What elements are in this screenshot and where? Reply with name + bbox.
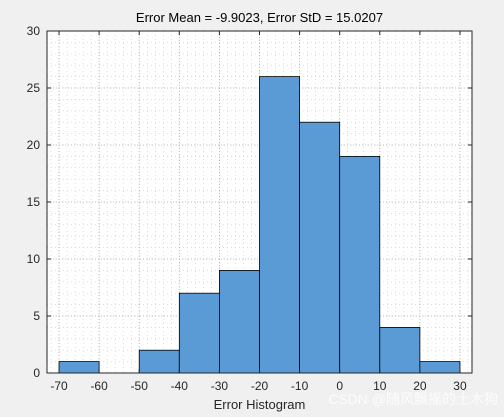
x-tick-label: -10 — [291, 379, 309, 393]
y-tick-label: 15 — [27, 195, 41, 209]
histogram-bar — [138, 349, 180, 374]
histogram-bar — [299, 121, 341, 374]
histogram-bar — [259, 76, 300, 374]
x-tick-label: 20 — [413, 379, 427, 393]
histogram-bar — [58, 361, 100, 374]
x-tick-label: -60 — [90, 379, 108, 393]
x-tick-label: -30 — [211, 379, 229, 393]
y-tick-label: 25 — [27, 81, 41, 95]
x-tick-label: -50 — [131, 379, 149, 393]
chart-title: Error Mean = -9.9023, Error StD = 15.020… — [136, 10, 383, 25]
y-tick-label: 5 — [33, 309, 40, 323]
histogram-bar — [178, 292, 220, 374]
y-tick-label: 0 — [33, 366, 40, 380]
watermark-text: CSDN @随风飘摇的土木狗 — [328, 391, 498, 407]
x-axis-label: Error Histogram — [214, 397, 306, 412]
y-tick-label: 30 — [27, 24, 41, 38]
bars — [58, 76, 461, 374]
axis-ticks: -70 -60 -50 -40 -30 -20 -10 0 10 20 30 0 5 10 15 20 25 30 — [27, 24, 472, 393]
histogram-bar — [419, 361, 461, 374]
x-tick-label: 10 — [373, 379, 387, 393]
y-tick-label: 20 — [27, 138, 41, 152]
histogram-bar — [379, 326, 421, 374]
x-tick-label: -40 — [171, 379, 189, 393]
x-tick-label: -20 — [251, 379, 269, 393]
histogram-bar — [219, 269, 260, 374]
x-tick-label: 0 — [336, 379, 343, 393]
x-tick-label: 30 — [453, 379, 467, 393]
y-tick-label: 10 — [27, 252, 41, 266]
x-tick-label: -70 — [50, 379, 68, 393]
histogram-bar — [339, 155, 381, 374]
